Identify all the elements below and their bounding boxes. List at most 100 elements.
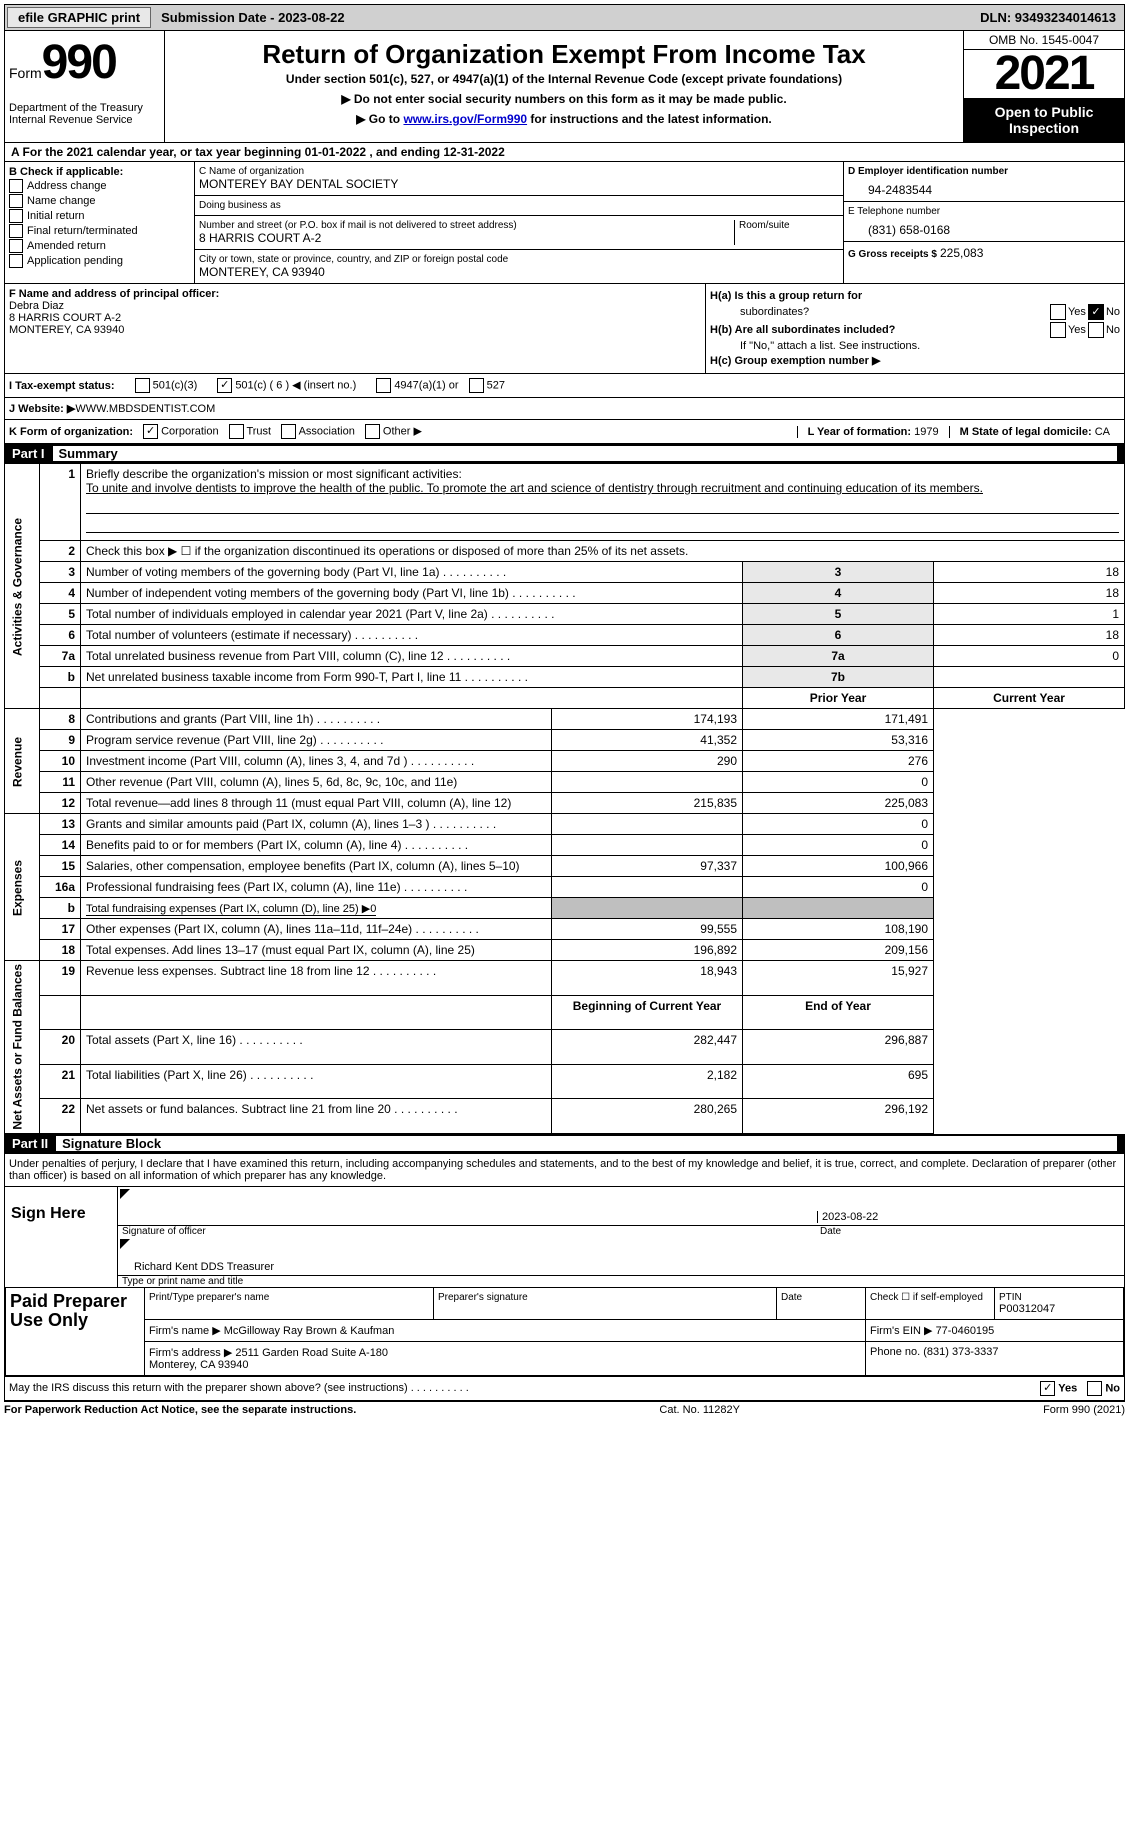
check-initial-return[interactable]: Initial return [9, 209, 190, 223]
page-footer: For Paperwork Reduction Act Notice, see … [4, 1401, 1125, 1418]
form-title: Return of Organization Exempt From Incom… [171, 39, 957, 70]
ha-yes-checkbox[interactable] [1050, 304, 1066, 320]
instr-1: ▶ Do not enter social security numbers o… [171, 92, 957, 106]
status-527-checkbox[interactable] [469, 378, 484, 393]
sign-here-label: Sign Here [5, 1187, 118, 1287]
status-501c-checkbox[interactable] [217, 378, 232, 393]
col-b-label: B Check if applicable: [9, 166, 190, 178]
org-address: 8 HARRIS COURT A-2 [199, 231, 734, 245]
form-number-box: Form990 Department of the Treasury Inter… [5, 31, 165, 142]
efile-button[interactable]: efile GRAPHIC print [7, 7, 151, 28]
checkbox-icon [9, 239, 23, 253]
side-governance: Activities & Governance [5, 464, 40, 709]
side-revenue: Revenue [5, 709, 40, 814]
h-box: H(a) Is this a group return for subordin… [706, 284, 1124, 373]
form-subtitle: Under section 501(c), 527, or 4947(a)(1)… [171, 72, 957, 86]
status-4947-checkbox[interactable] [376, 378, 391, 393]
submission-date: Submission Date - 2023-08-22 [153, 8, 353, 27]
state-domicile: CA [1095, 426, 1110, 438]
org-name: MONTEREY BAY DENTAL SOCIETY [199, 177, 839, 191]
discuss-no-checkbox[interactable] [1087, 1381, 1102, 1396]
checkbox-icon [9, 179, 23, 193]
form-label: Form [9, 65, 42, 81]
status-501c3-checkbox[interactable] [135, 378, 150, 393]
hb-yes-checkbox[interactable] [1050, 322, 1066, 338]
check-final-return[interactable]: Final return/terminated [9, 224, 190, 238]
footer-left: For Paperwork Reduction Act Notice, see … [4, 1404, 356, 1416]
check-app-pending[interactable]: Application pending [9, 254, 190, 268]
caret-icon [120, 1189, 130, 1199]
column-d: D Employer identification number 94-2483… [843, 162, 1124, 283]
footer-right: Form 990 (2021) [1043, 1404, 1125, 1416]
part1-header: Part I Summary [4, 444, 1125, 463]
caret-icon [120, 1239, 130, 1249]
sig-date-value: 2023-08-22 [817, 1211, 1122, 1223]
k-row: K Form of organization: Corporation Trus… [4, 420, 1125, 444]
checkbox-icon [9, 194, 23, 208]
officer-name: Debra Diaz [9, 300, 701, 312]
part2-header: Part II Signature Block [4, 1134, 1125, 1153]
year-box: OMB No. 1545-0047 2021 Open to Public In… [964, 31, 1124, 142]
dln: DLN: 93493234014613 [972, 8, 1124, 27]
check-address-change[interactable]: Address change [9, 179, 190, 193]
ein-cell: D Employer identification number 94-2483… [844, 162, 1124, 202]
checkbox-icon [9, 224, 23, 238]
main-grid: B Check if applicable: Address change Na… [4, 162, 1125, 284]
topbar: efile GRAPHIC print Submission Date - 20… [4, 4, 1125, 31]
year-formation: 1979 [914, 426, 938, 438]
firm-phone: (831) 373-3337 [923, 1346, 998, 1358]
irs-link[interactable]: www.irs.gov/Form990 [403, 112, 527, 126]
side-expenses: Expenses [5, 814, 40, 961]
gross-value: 225,083 [940, 246, 983, 260]
k-trust-checkbox[interactable] [229, 424, 244, 439]
form-number: 990 [42, 36, 116, 89]
dba-cell: Doing business as [195, 196, 843, 216]
side-netassets: Net Assets or Fund Balances [5, 961, 40, 1134]
website-value: WWW.MBDSDENTIST.COM [75, 403, 215, 415]
firm-name: McGilloway Ray Brown & Kaufman [224, 1325, 395, 1337]
discuss-yes-checkbox[interactable] [1040, 1381, 1055, 1396]
tel-value: (831) 658-0168 [848, 217, 1120, 237]
addr-cell: Number and street (or P.O. box if mail i… [195, 216, 843, 250]
instr-2: ▶ Go to www.irs.gov/Form990 for instruct… [171, 112, 957, 126]
tax-year: 2021 [964, 50, 1124, 98]
officer-box: F Name and address of principal officer:… [5, 284, 706, 373]
firm-ein: 77-0460195 [936, 1325, 995, 1337]
column-b-checks: B Check if applicable: Address change Na… [5, 162, 195, 283]
open-to-public: Open to Public Inspection [964, 98, 1124, 142]
city-cell: City or town, state or province, country… [195, 250, 843, 283]
declaration-text: Under penalties of perjury, I declare th… [5, 1154, 1124, 1186]
ptin-value: P00312047 [999, 1303, 1119, 1315]
org-city: MONTEREY, CA 93940 [199, 265, 839, 279]
checkbox-icon [9, 209, 23, 223]
signer-name: Richard Kent DDS Treasurer [134, 1261, 274, 1273]
paid-prep-label: Paid Preparer Use Only [6, 1287, 145, 1375]
gross-cell: G Gross receipts $ 225,083 [844, 242, 1124, 264]
title-box: Return of Organization Exempt From Incom… [165, 31, 964, 142]
footer-cat: Cat. No. 11282Y [356, 1404, 1043, 1416]
f-h-row: F Name and address of principal officer:… [4, 284, 1125, 374]
checkbox-icon [9, 254, 23, 268]
org-name-cell: C Name of organization MONTEREY BAY DENT… [195, 162, 843, 196]
discuss-label: May the IRS discuss this return with the… [9, 1382, 469, 1394]
hb-no-checkbox[interactable] [1088, 322, 1104, 338]
k-assoc-checkbox[interactable] [281, 424, 296, 439]
k-other-checkbox[interactable] [365, 424, 380, 439]
form-header: Form990 Department of the Treasury Inter… [4, 31, 1125, 143]
officer-addr2: MONTEREY, CA 93940 [9, 324, 701, 336]
row-a-period: A For the 2021 calendar year, or tax yea… [4, 143, 1125, 162]
mission-text: To unite and involve dentists to improve… [86, 481, 983, 495]
ha-no-checkbox[interactable] [1088, 304, 1104, 320]
signature-block: Under penalties of perjury, I declare th… [4, 1153, 1125, 1401]
tel-cell: E Telephone number (831) 658-0168 [844, 202, 1124, 242]
check-amended[interactable]: Amended return [9, 239, 190, 253]
summary-table: Activities & Governance 1 Briefly descri… [4, 463, 1125, 1134]
ein-value: 94-2483544 [848, 177, 1120, 197]
preparer-table: Paid Preparer Use Only Print/Type prepar… [5, 1287, 1124, 1376]
dept-label: Department of the Treasury Internal Reve… [9, 102, 160, 126]
k-corp-checkbox[interactable] [143, 424, 158, 439]
officer-addr1: 8 HARRIS COURT A-2 [9, 312, 701, 324]
check-name-change[interactable]: Name change [9, 194, 190, 208]
column-c: C Name of organization MONTEREY BAY DENT… [195, 162, 843, 283]
website-row: J Website: ▶ WWW.MBDSDENTIST.COM [4, 398, 1125, 420]
